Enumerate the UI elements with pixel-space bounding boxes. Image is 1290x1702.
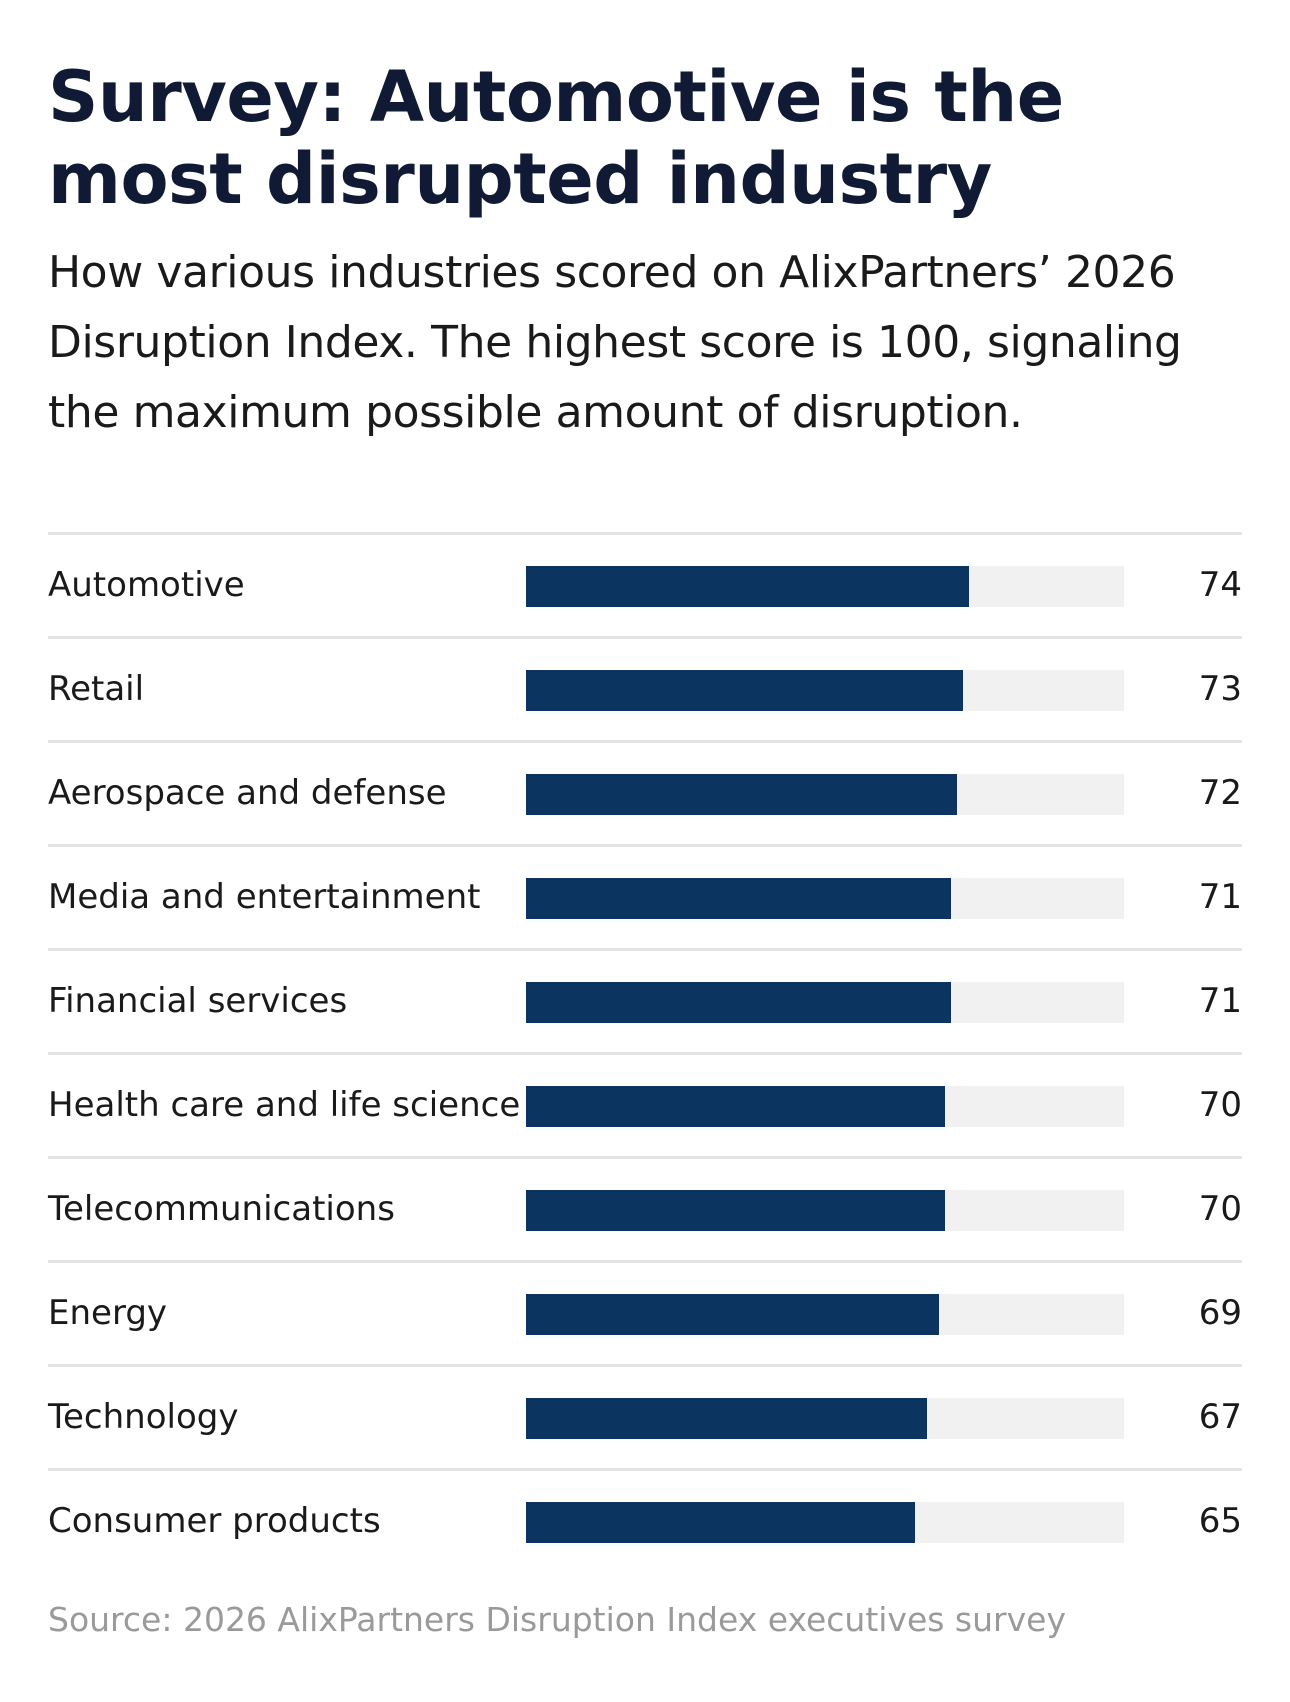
category-label: Aerospace and defense bbox=[48, 773, 447, 813]
bar-track bbox=[526, 1086, 1124, 1127]
chart-row: Health care and life science 70 bbox=[48, 1052, 1242, 1156]
category-label: Consumer products bbox=[48, 1501, 381, 1541]
bar-track bbox=[526, 566, 1124, 607]
bar bbox=[526, 1398, 927, 1439]
chart-row: Telecommunications 70 bbox=[48, 1156, 1242, 1260]
value-label: 67 bbox=[1198, 1397, 1242, 1437]
bar bbox=[526, 982, 951, 1023]
chart-row: Financial services 71 bbox=[48, 948, 1242, 1052]
value-label: 74 bbox=[1198, 565, 1242, 605]
category-label: Financial services bbox=[48, 981, 348, 1021]
bar bbox=[526, 1190, 945, 1231]
bar bbox=[526, 1502, 915, 1543]
category-label: Technology bbox=[48, 1397, 239, 1437]
value-label: 71 bbox=[1198, 981, 1242, 1021]
bar bbox=[526, 878, 951, 919]
chart-row: Technology 67 bbox=[48, 1364, 1242, 1468]
bar-track bbox=[526, 1294, 1124, 1335]
chart-row: Media and entertainment 71 bbox=[48, 844, 1242, 948]
chart-row: Retail 73 bbox=[48, 636, 1242, 740]
value-label: 65 bbox=[1198, 1501, 1242, 1541]
bar-track bbox=[526, 878, 1124, 919]
bar-track bbox=[526, 1502, 1124, 1543]
bar-chart: Automotive 74 Retail 73 Aerospace and defens… bbox=[48, 532, 1242, 1572]
category-label: Telecommunications bbox=[48, 1189, 395, 1229]
chart-row: Consumer products 65 bbox=[48, 1468, 1242, 1572]
value-label: 70 bbox=[1198, 1085, 1242, 1125]
chart-row: Aerospace and defense 72 bbox=[48, 740, 1242, 844]
bar-track bbox=[526, 670, 1124, 711]
bar bbox=[526, 670, 963, 711]
source-note: Source: 2026 AlixPartners Disruption Ind… bbox=[48, 1600, 1066, 1639]
chart-title: Survey: Automotive is the most disrupted… bbox=[48, 56, 1064, 220]
bar bbox=[526, 1294, 939, 1335]
value-label: 70 bbox=[1198, 1189, 1242, 1229]
category-label: Automotive bbox=[48, 565, 245, 605]
bar bbox=[526, 1086, 945, 1127]
category-label: Media and entertainment bbox=[48, 877, 481, 917]
chart-row: Automotive 74 bbox=[48, 532, 1242, 636]
category-label: Health care and life science bbox=[48, 1085, 521, 1125]
bar-track bbox=[526, 774, 1124, 815]
bar-track bbox=[526, 1398, 1124, 1439]
bar-track bbox=[526, 1190, 1124, 1231]
bar-track bbox=[526, 982, 1124, 1023]
value-label: 71 bbox=[1198, 877, 1242, 917]
value-label: 72 bbox=[1198, 773, 1242, 813]
bar bbox=[526, 566, 969, 607]
category-label: Retail bbox=[48, 669, 145, 709]
value-label: 69 bbox=[1198, 1293, 1242, 1333]
value-label: 73 bbox=[1198, 669, 1242, 709]
bar bbox=[526, 774, 957, 815]
chart-row: Energy 69 bbox=[48, 1260, 1242, 1364]
chart-subtitle: How various industries scored on AlixPar… bbox=[48, 247, 1182, 438]
category-label: Energy bbox=[48, 1293, 168, 1333]
